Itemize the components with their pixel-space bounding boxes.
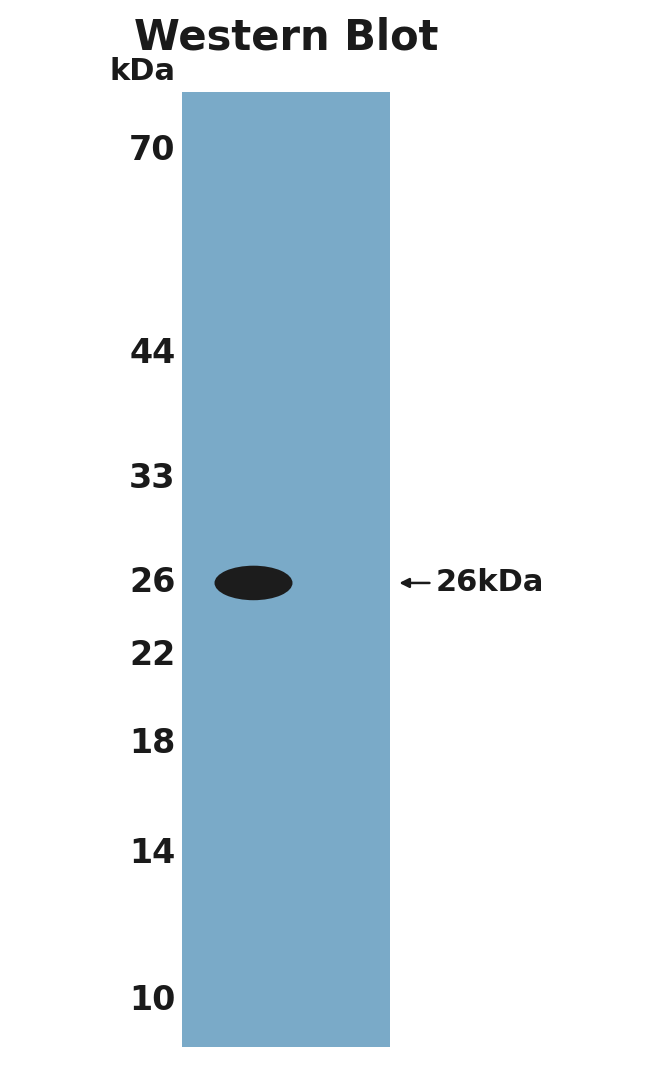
Text: 10: 10 (129, 984, 176, 1017)
Ellipse shape (214, 565, 292, 600)
Text: 14: 14 (129, 837, 176, 870)
Text: 33: 33 (129, 462, 176, 495)
Text: 26: 26 (129, 566, 176, 600)
Text: 44: 44 (129, 337, 176, 369)
Text: kDa: kDa (109, 57, 176, 86)
Text: 70: 70 (129, 134, 176, 166)
Text: 18: 18 (129, 727, 176, 761)
Bar (182, 92, 390, 1047)
Text: 26kDa: 26kDa (436, 569, 544, 598)
Text: Western Blot: Western Blot (134, 17, 438, 58)
Text: 22: 22 (129, 640, 176, 672)
